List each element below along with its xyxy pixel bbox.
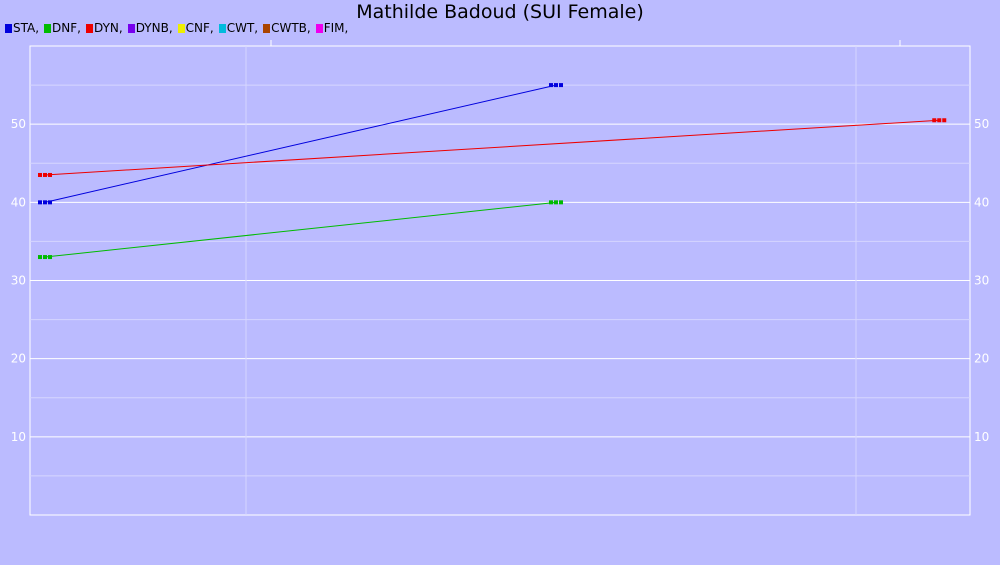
legend-label: DNF, (52, 21, 81, 35)
series-line-dnf (44, 201, 557, 258)
legend-label: CNF, (185, 21, 214, 35)
data-point-sta (559, 83, 563, 88)
legend-swatch (177, 23, 185, 33)
legend-item-dyn: DYN, (85, 21, 123, 35)
y-tick-label-right: 40 (974, 195, 989, 209)
data-point-dnf (549, 200, 553, 205)
data-point-dyn (932, 118, 937, 123)
data-point-sta (38, 200, 42, 205)
data-point-dyn (937, 118, 942, 123)
legend: STA, DNF, DYN, DYNB, CNF, CWT, CWTB, FIM, (5, 21, 353, 35)
data-point-dnf (43, 255, 47, 260)
legend-item-dynb: DYNB, (127, 21, 173, 35)
legend-item-cwtb: CWTB, (263, 21, 311, 35)
legend-swatch (85, 23, 93, 33)
y-tick-label-right: 30 (974, 274, 989, 288)
y-tick-label-left: 20 (11, 352, 26, 366)
legend-label: DYN, (93, 21, 123, 35)
data-point-sta (48, 200, 52, 205)
data-point-dyn (942, 118, 947, 123)
legend-item-cnf: CNF, (177, 21, 214, 35)
legend-swatch (315, 23, 323, 33)
legend-item-fim: FIM, (315, 21, 349, 35)
legend-item-sta: STA, (5, 21, 39, 35)
legend-item-dnf: DNF, (44, 21, 81, 35)
data-point-sta (43, 200, 47, 205)
legend-item-cwt: CWT, (218, 21, 259, 35)
data-point-dnf (38, 255, 42, 260)
data-point-dnf (48, 255, 52, 260)
legend-swatch (44, 23, 52, 33)
y-tick-label-left: 10 (11, 430, 26, 444)
data-point-dnf (554, 200, 558, 205)
data-point-sta (554, 83, 558, 88)
legend-label: DYNB, (135, 21, 173, 35)
legend-swatch (5, 23, 12, 33)
data-point-dyn (48, 172, 52, 177)
series-line-sta (44, 84, 557, 203)
data-point-dnf (559, 200, 563, 205)
legend-swatch (127, 23, 135, 33)
series-line-dyn (44, 119, 940, 176)
y-tick-label-left: 30 (11, 274, 26, 288)
data-point-dyn (38, 172, 42, 177)
legend-label: CWTB, (271, 21, 311, 35)
legend-swatch (263, 23, 271, 33)
data-point-dyn (43, 172, 47, 177)
legend-label: CWT, (226, 21, 259, 35)
legend-label: STA, (13, 21, 40, 35)
y-tick-label-left: 50 (11, 117, 26, 131)
chart-title: Mathilde Badoud (SUI Female) (356, 1, 644, 23)
y-tick-label-right: 10 (974, 430, 989, 444)
y-tick-label-left: 40 (11, 195, 26, 209)
legend-swatch (218, 23, 226, 33)
y-tick-label-right: 50 (974, 117, 989, 131)
y-tick-label-right: 20 (974, 352, 989, 366)
data-point-sta (549, 83, 553, 88)
legend-label: FIM, (323, 21, 349, 35)
